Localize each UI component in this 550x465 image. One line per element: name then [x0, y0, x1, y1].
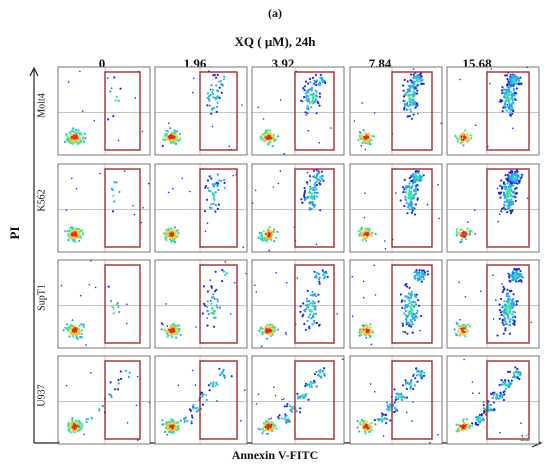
annexin-gate-box [486, 71, 530, 151]
panel-label: (a) [268, 6, 282, 20]
annexin-gate-box [294, 264, 335, 344]
annexin-gate-box [104, 168, 141, 248]
dot-plot-r1-c1 [154, 163, 248, 253]
annexin-gate-box [294, 71, 335, 151]
dot-plot-r3-c3 [349, 355, 443, 445]
annexin-gate-box [104, 71, 141, 151]
dot-plot-r2-c0 [57, 259, 151, 349]
annexin-gate-box [391, 264, 433, 344]
annexin-gate-box [104, 264, 141, 344]
annexin-gate-box [199, 264, 238, 344]
dot-plot-r0-c3 [349, 66, 443, 156]
dot-plot-r3-c0 [57, 355, 151, 445]
dot-plot-r2-c1 [154, 259, 248, 349]
dot-plot-r2-c4 [446, 259, 540, 349]
page-number: 12 [520, 433, 531, 443]
dot-plot-r1-c4 [446, 163, 540, 253]
annexin-gate-box [391, 71, 433, 151]
dot-plot-r1-c2 [251, 163, 345, 253]
annexin-gate-box [294, 360, 335, 440]
annexin-gate-box [391, 360, 433, 440]
annexin-gate-box [104, 360, 141, 440]
treatment-title: XQ ( μM), 24h [234, 34, 316, 49]
concentration-header-0: 0 [98, 56, 106, 71]
dot-plot-r0-c4 [446, 66, 540, 156]
dot-plot-r0-c0 [57, 66, 151, 156]
annexin-gate-box [391, 168, 433, 248]
annexin-gate-box [199, 168, 238, 248]
annexin-gate-box [486, 264, 530, 344]
dot-plot-r1-c0 [57, 163, 151, 253]
dot-plot-r3-c4 [446, 355, 540, 445]
dot-plot-r0-c1 [154, 66, 248, 156]
x-axis-label: Annexin V-FITC [231, 448, 319, 462]
dot-plot-r3-c2 [251, 355, 345, 445]
annexin-gate-box [199, 71, 238, 151]
dot-plot-r1-c3 [349, 163, 443, 253]
dot-plot-r0-c2 [251, 66, 345, 156]
annexin-gate-box [486, 168, 530, 248]
dot-plot-r3-c1 [154, 355, 248, 445]
dot-plot-r2-c3 [349, 259, 443, 349]
annexin-gate-box [294, 168, 335, 248]
dot-plot-r2-c2 [251, 259, 345, 349]
pi-axis-arrow [29, 66, 39, 77]
annexin-gate-box [199, 360, 238, 440]
annexin-gate-box [486, 360, 530, 440]
